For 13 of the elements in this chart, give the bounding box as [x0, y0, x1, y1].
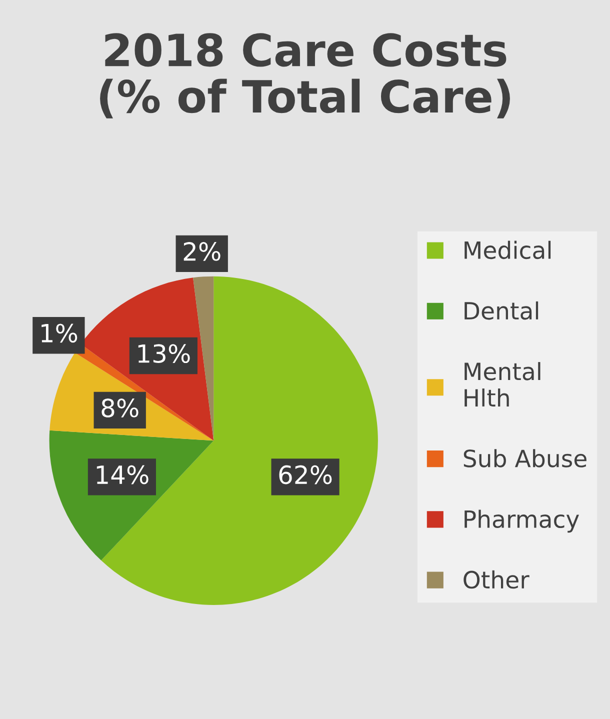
data-label: 1%	[42, 324, 78, 343]
legend-label: Mental Hlth	[464, 362, 540, 406]
data-label: 8%	[102, 398, 138, 418]
legend-label: Pharmacy	[464, 510, 580, 533]
data-label: 14%	[96, 465, 148, 484]
data-label: 2%	[184, 242, 220, 261]
legend-label: Dental	[464, 301, 538, 320]
data-label: 62%	[279, 465, 332, 484]
chart-title: 2018 Care Costs (% of Total Care)	[100, 33, 510, 118]
data-label: 13%	[138, 344, 190, 364]
legend-label: Medical	[464, 240, 551, 260]
legend-label: Sub Abuse	[464, 449, 586, 468]
legend-label: Other	[464, 570, 530, 589]
